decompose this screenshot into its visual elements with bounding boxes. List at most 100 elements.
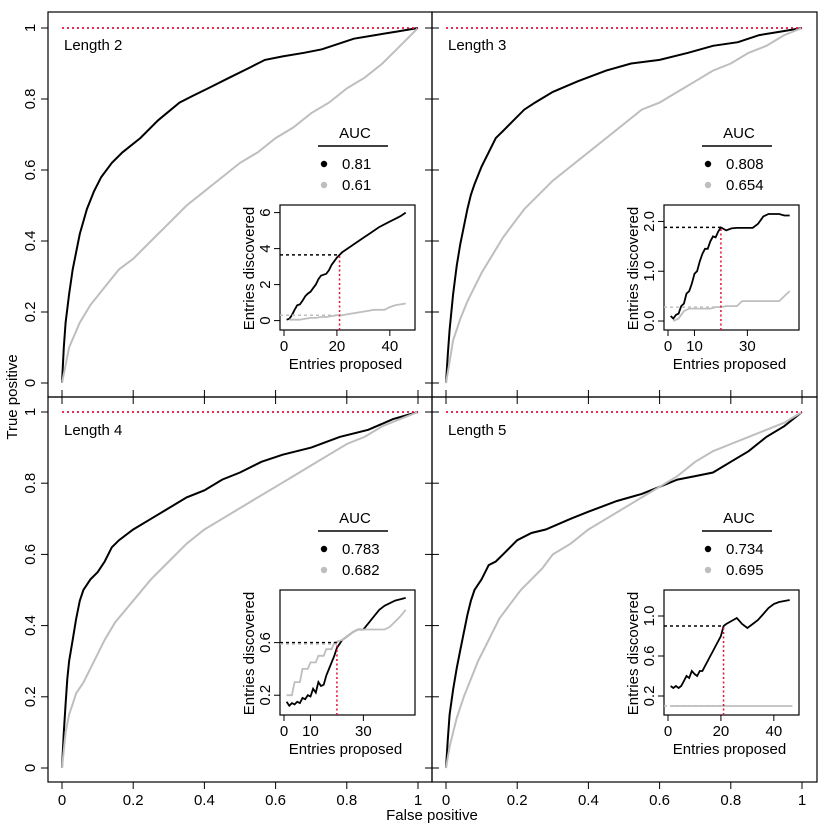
inset-series-0.808 [669, 213, 790, 320]
roc-series-0.808 [445, 27, 803, 384]
legend-label: 0.61 [342, 177, 371, 194]
inset-series-0.734 [670, 599, 790, 690]
inset-x-tick-label: 10 [686, 338, 703, 355]
inset-y-tick-label: 0.6 [641, 646, 658, 667]
panel-frame [431, 396, 818, 783]
legend-marker [704, 181, 712, 189]
panel-title: Length 2 [64, 37, 122, 54]
inset-x-tick-label: 30 [355, 723, 372, 740]
inset-x-tick-label: 0 [664, 723, 672, 740]
legend-label: 0.695 [726, 562, 764, 579]
inset-y-tick-label: 0 [257, 316, 274, 324]
x-axis-label: False positive [386, 807, 478, 824]
legend-marker [320, 545, 328, 553]
x-tick-label: 0.8 [720, 792, 741, 809]
legend-label: 0.682 [342, 562, 380, 579]
inset-y-tick-label: 1.0 [641, 261, 658, 282]
roc-series-0.61 [61, 27, 419, 384]
y-tick-label: 1 [22, 408, 39, 416]
inset-plot: 0 10 30 0.2 0.6 Entries proposed Entries disco… [241, 589, 416, 758]
roc-series-0.783 [61, 411, 419, 769]
inset-y-tick-label: 0.0 [641, 311, 658, 332]
y-tick-label: 0.4 [22, 231, 39, 252]
inset-x-label: Entries proposed [289, 741, 402, 758]
inset-x-tick-label: 0 [664, 338, 672, 355]
y-tick-label: 0.8 [22, 473, 39, 494]
roc-series-0.695 [445, 411, 803, 769]
legend-label: 0.81 [342, 156, 371, 173]
roc-series-0.682 [61, 411, 419, 769]
panel-title: Length 4 [64, 422, 122, 439]
y-tick-label: 0.2 [22, 302, 39, 323]
inset-x-tick-label: 20 [713, 723, 730, 740]
inset-x-tick-label: 30 [739, 338, 756, 355]
panel-title: Length 5 [448, 422, 506, 439]
inset-y-tick-label: 6 [257, 208, 274, 216]
legend-marker [704, 545, 712, 553]
inset-plot: 0 10 30 0.0 1.0 2.0 Entries proposed Entries di… [625, 204, 800, 373]
inset-y-tick-label: 4 [257, 244, 274, 252]
legend-label: 0.808 [726, 156, 764, 173]
y-tick-label: 0.6 [22, 160, 39, 181]
legend-label: 0.783 [342, 541, 380, 558]
y-tick-label: 0 [22, 764, 39, 772]
inset-x-tick-label: 40 [381, 338, 398, 355]
legend-marker [704, 160, 712, 168]
inset-y-label: Entries discovered [625, 592, 642, 715]
roc-series-0.81 [61, 27, 419, 384]
x-tick-label: 0.4 [578, 792, 599, 809]
inset-y-label: Entries discovered [625, 207, 642, 330]
x-tick-label: 0.4 [194, 792, 215, 809]
inset-frame [279, 204, 416, 331]
inset-series-0.682 [286, 609, 407, 697]
inset-frame [663, 204, 800, 331]
inset-x-label: Entries proposed [673, 356, 786, 373]
x-tick-label: 0 [442, 792, 450, 809]
legend-marker [320, 160, 328, 168]
roc-series-0.734 [445, 411, 803, 769]
legend-label: 0.734 [726, 541, 764, 558]
legend-title: AUC [339, 510, 371, 527]
inset-y-tick-label: 1.0 [641, 606, 658, 627]
x-tick-label: 0.6 [265, 792, 286, 809]
x-tick-label: 0 [58, 792, 66, 809]
inset-x-tick-label: 0 [280, 338, 288, 355]
legend-marker [320, 181, 328, 189]
inset-y-tick-label: 2 [257, 280, 274, 288]
legend-title: AUC [339, 125, 371, 142]
y-axis-label: True positive [4, 354, 21, 439]
inset-x-tick-label: 20 [329, 338, 346, 355]
roc-series-0.654 [445, 27, 803, 384]
y-tick-label: 0.4 [22, 615, 39, 636]
y-tick-label: 0 [22, 379, 39, 387]
x-tick-label: 0.6 [649, 792, 670, 809]
inset-series-0.61 [289, 302, 406, 321]
legend-title: AUC [723, 510, 755, 527]
inset-series-0.654 [672, 290, 791, 322]
legend-marker [320, 566, 328, 574]
inset-y-tick-label: 0.6 [257, 632, 274, 653]
inset-series-0.783 [285, 597, 406, 708]
y-tick-label: 1 [22, 24, 39, 32]
x-tick-label: 1 [798, 792, 806, 809]
x-tick-label: 0.8 [336, 792, 357, 809]
inset-y-tick-label: 0.2 [641, 686, 658, 707]
legend-title: AUC [723, 125, 755, 142]
inset-series-0.81 [286, 211, 407, 321]
inset-y-tick-label: 2.0 [641, 211, 658, 232]
x-tick-label: 0.2 [123, 792, 144, 809]
panel-title: Length 3 [448, 37, 506, 54]
inset-frame [663, 589, 800, 716]
panel-4: 0 0.2 0.4 0.6 0.8 1 Length 5 AUC 0.734 0.695 0 20 40… [425, 396, 818, 809]
y-tick-label: 0.6 [22, 544, 39, 565]
inset-y-label: Entries discovered [241, 207, 258, 330]
panel-3: 0 0 0.2 0.2 0.4 0.4 0.6 0.6 0.8 0.8 1 1 Length 4 AUC 0… [22, 396, 433, 809]
inset-y-label: Entries discovered [241, 592, 258, 715]
x-tick-label: 1 [414, 792, 422, 809]
y-tick-label: 0.2 [22, 686, 39, 707]
inset-x-tick-label: 0 [280, 723, 288, 740]
legend-marker [704, 566, 712, 574]
